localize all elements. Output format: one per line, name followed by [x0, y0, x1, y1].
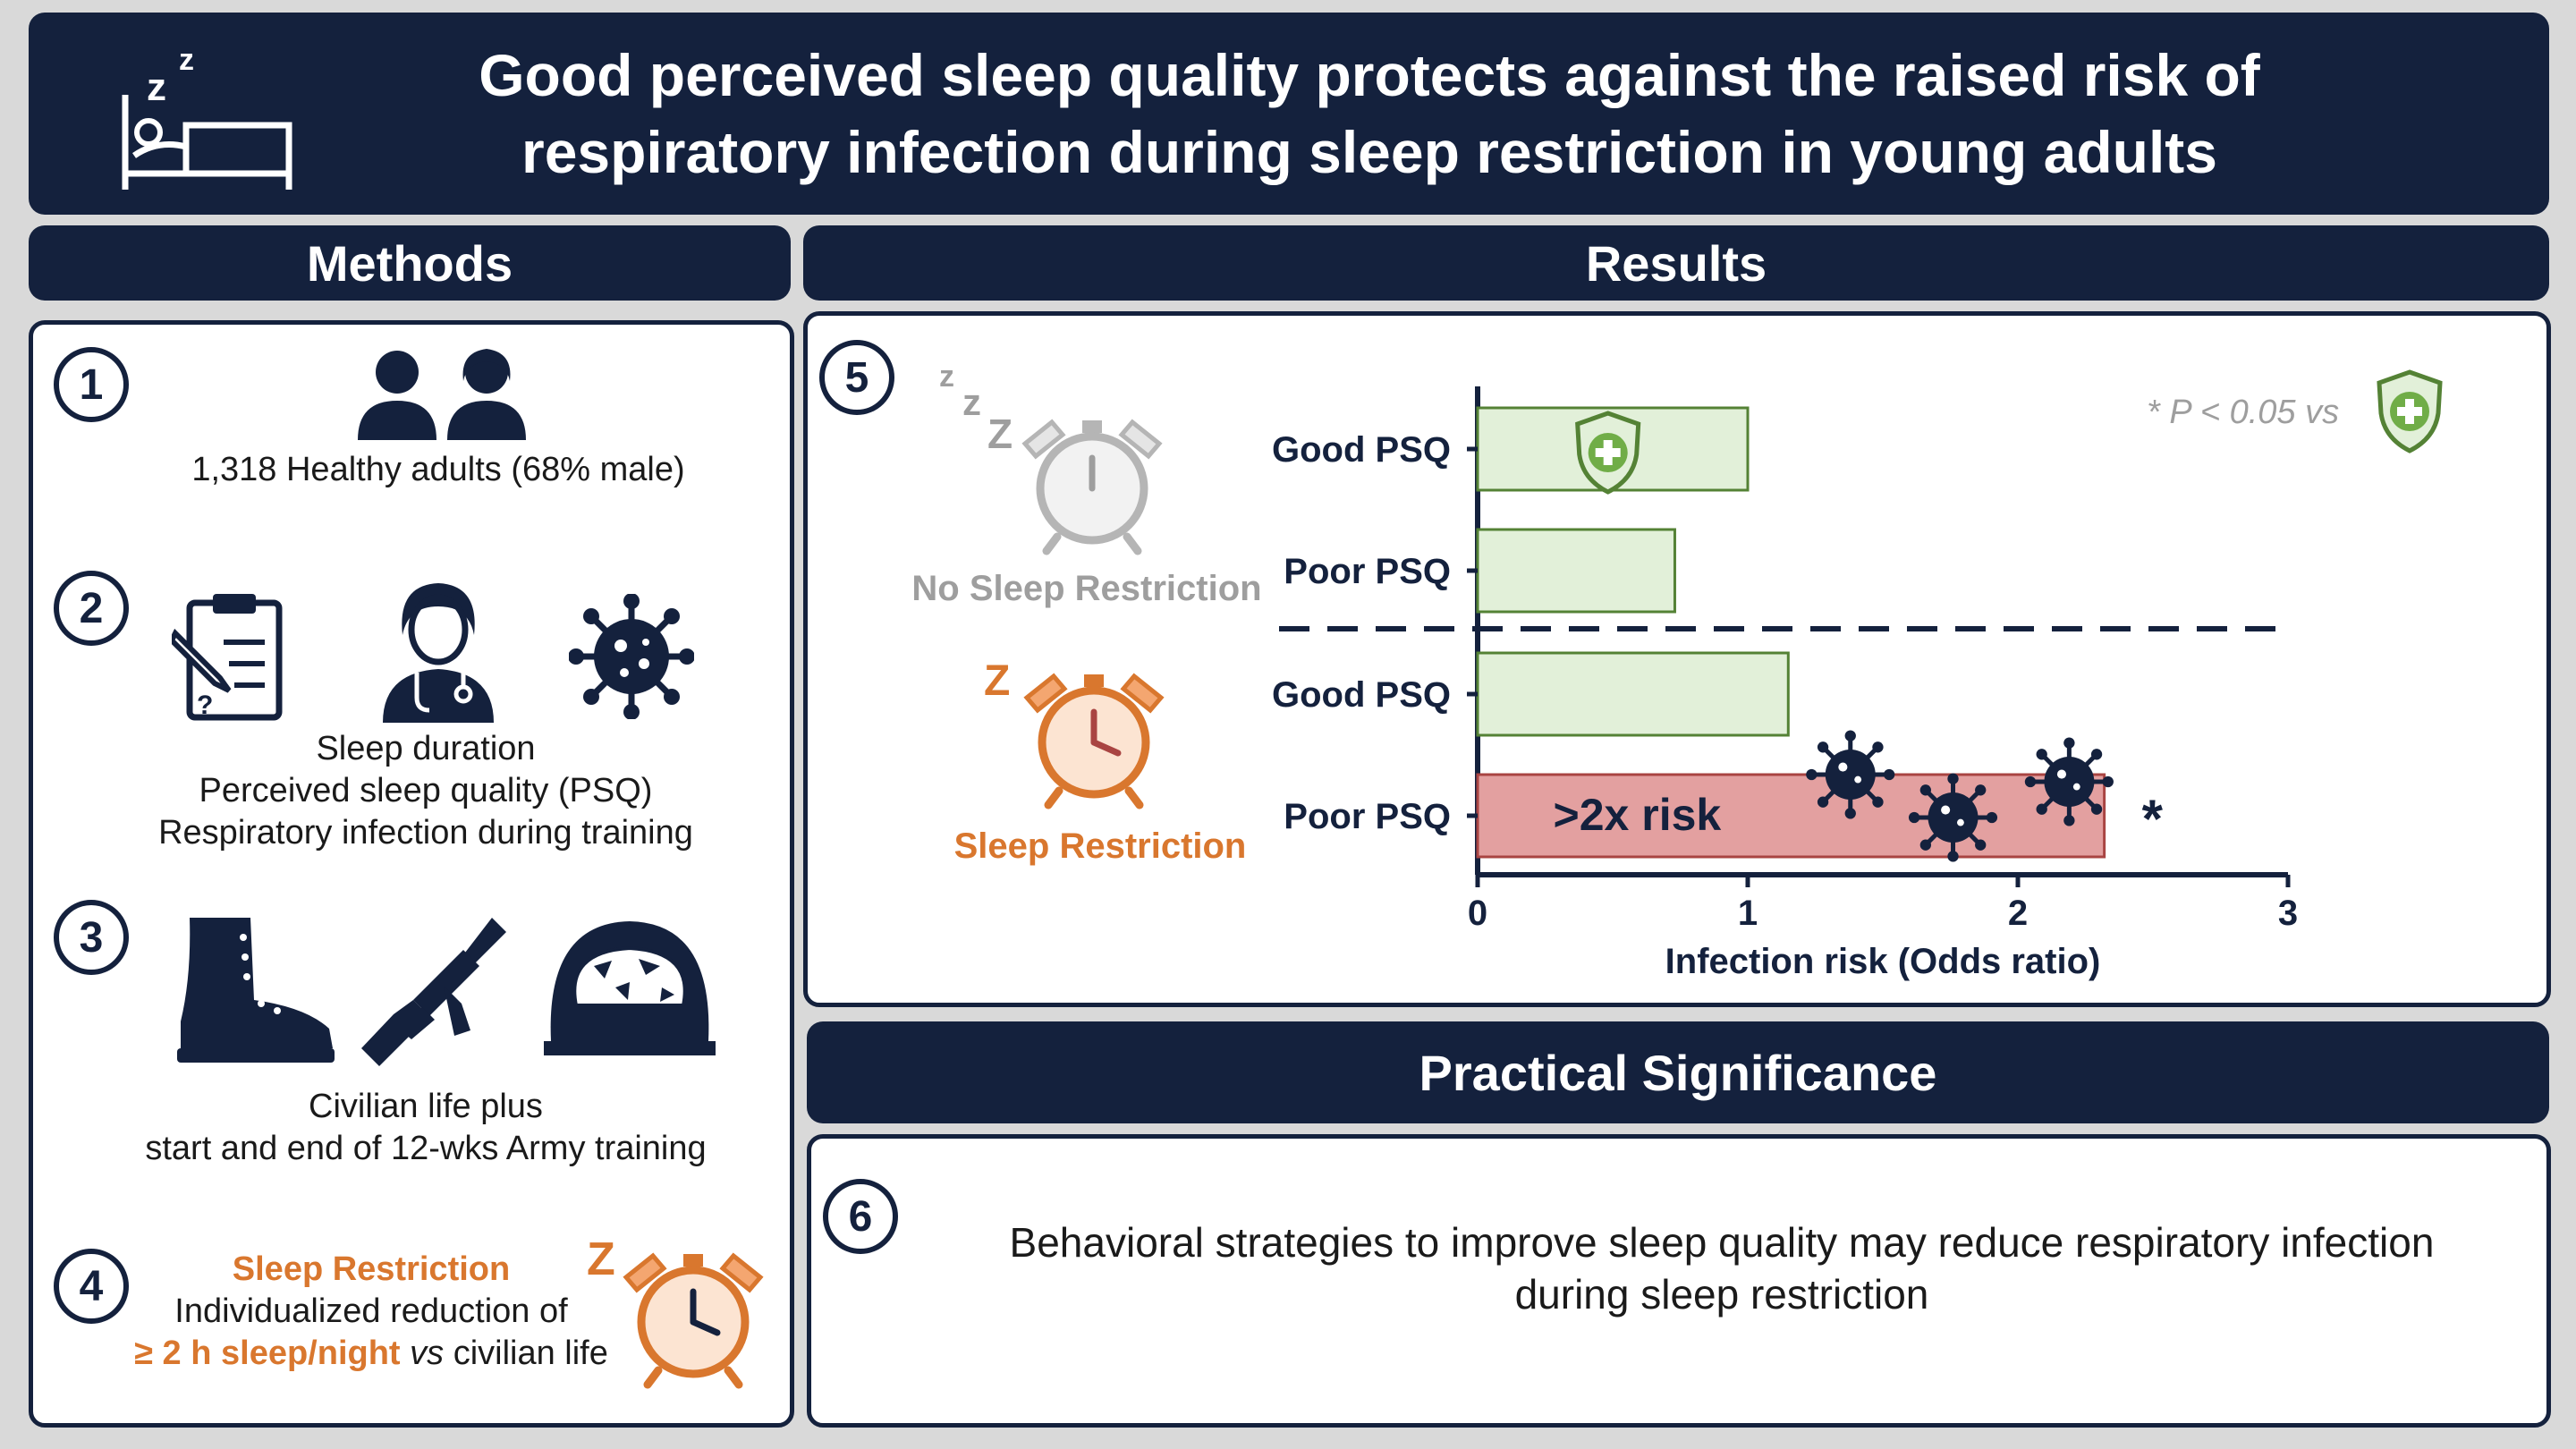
step-4-z-letter: Z [587, 1233, 615, 1285]
virus-icon [1806, 730, 1895, 819]
step-3-line-1: Civilian life plus [309, 1088, 543, 1125]
svg-text:z: z [179, 43, 194, 77]
step-2-line-3: Respiratory infection during training [158, 814, 693, 852]
title-line-1: Good perceived sleep quality protects ag… [479, 42, 2260, 108]
bar-4 [1476, 773, 2106, 859]
methods-header-label: Methods [306, 234, 513, 292]
step-3-badge: 3 [54, 900, 129, 975]
alarm-clock-icon [1023, 673, 1165, 809]
shield-plus-icon [2377, 369, 2443, 453]
virus-icon [569, 594, 694, 719]
practical-text: Behavioral strategies to improve sleep q… [921, 1216, 2522, 1320]
shield-plus-icon [1575, 411, 1641, 495]
bar-annotation: >2x risk [1554, 790, 1722, 840]
svg-text:z: z [147, 65, 166, 109]
category-label-4: Poor PSQ [1284, 797, 1451, 836]
x-tick-label-0: 0 [1468, 894, 1487, 933]
zzz-small-1: z [939, 360, 954, 394]
step-6-badge: 6 [823, 1179, 898, 1254]
zzz-big: Z [987, 411, 1013, 457]
practical-header: Practical Significance [807, 1021, 2549, 1123]
step-2-badge: 2 [54, 571, 129, 646]
x-tick-label-1: 1 [1738, 894, 1758, 933]
z-orange: Z [984, 657, 1011, 705]
results-header-label: Results [1585, 234, 1767, 292]
step-4-badge: 4 [54, 1249, 129, 1324]
virus-icon [1908, 773, 1998, 862]
significance-star-marker: * [2142, 789, 2164, 849]
rifle-icon [361, 918, 506, 1066]
alarm-clock-icon [1021, 419, 1163, 555]
step-4-line-3: ≥ 2 h sleep/night vs civilian life [125, 1333, 617, 1375]
step-2-line-2: Perceived sleep quality (PSQ) [199, 772, 653, 809]
zzz-small-2: z [962, 381, 981, 423]
clipboard-icon: ? [172, 594, 283, 721]
helmet-icon [544, 921, 716, 1055]
doctor-icon [383, 583, 494, 723]
alarm-clock-icon [623, 1252, 764, 1389]
sleep-restriction-label: Sleep Restriction [953, 826, 1247, 866]
step-3-text: Civilian life plus start and end of 12-w… [32, 1086, 819, 1170]
step-3-line-2: start and end of 12-wks Army training [145, 1130, 707, 1167]
significance-vs: vs [2305, 394, 2340, 431]
bed-icon: z z [122, 43, 292, 190]
x-axis-title: Infection risk (Odds ratio) [1665, 942, 2101, 981]
x-tick-label-3: 3 [2278, 894, 2298, 933]
svg-text:?: ? [197, 691, 213, 720]
step-4-highlight: ≥ 2 h sleep/night [134, 1335, 401, 1372]
practical-line-2: during sleep restriction [1514, 1271, 1929, 1318]
step-1-badge: 1 [54, 347, 129, 422]
virus-icon [2024, 737, 2114, 826]
practical-line-1: Behavioral strategies to improve sleep q… [1009, 1219, 2435, 1266]
bar-2 [1476, 528, 1676, 614]
category-label-2: Poor PSQ [1284, 552, 1451, 591]
step-5-badge: 5 [819, 340, 894, 415]
results-chart: Good PSQ Poor PSQ Good PSQ Poor PSQ >2x risk… [1272, 386, 2298, 981]
step-4-line-2: Individualized reduction of [174, 1292, 568, 1330]
category-label-3: Good PSQ [1272, 675, 1451, 715]
step-4-rest: civilian life [444, 1335, 608, 1372]
step-4-text: Sleep Restriction Individualized reducti… [125, 1249, 617, 1375]
step-1-text: 1,318 Healthy adults (68% male) [191, 451, 685, 488]
p-value-text: P < 0.05 [2169, 394, 2296, 431]
step-4-heading: Sleep Restriction [232, 1250, 511, 1288]
methods-header: Methods [29, 225, 791, 301]
bar-3 [1476, 651, 1790, 737]
methods-panel [29, 320, 794, 1428]
practical-panel [807, 1134, 2551, 1428]
significance-note: * P < 0.05 vs [2147, 394, 2339, 432]
step-2-text: Sleep duration Perceived sleep quality (… [32, 728, 819, 854]
no-sleep-restriction-label: No Sleep Restriction [911, 569, 1262, 608]
boot-icon [177, 918, 335, 1063]
title-line-2: respiratory infection during sleep restr… [521, 119, 2217, 185]
category-label-1: Good PSQ [1272, 430, 1451, 470]
results-header: Results [803, 225, 2549, 301]
title-banner: Good perceived sleep quality protects ag… [29, 13, 2549, 215]
significance-star: * [2147, 394, 2160, 431]
people-icon [358, 349, 526, 440]
x-tick-label-2: 2 [2008, 894, 2028, 933]
step-4-vs: vs [410, 1335, 445, 1372]
practical-header-label: Practical Significance [1419, 1044, 1937, 1101]
step-2-line-1: Sleep duration [316, 730, 536, 767]
